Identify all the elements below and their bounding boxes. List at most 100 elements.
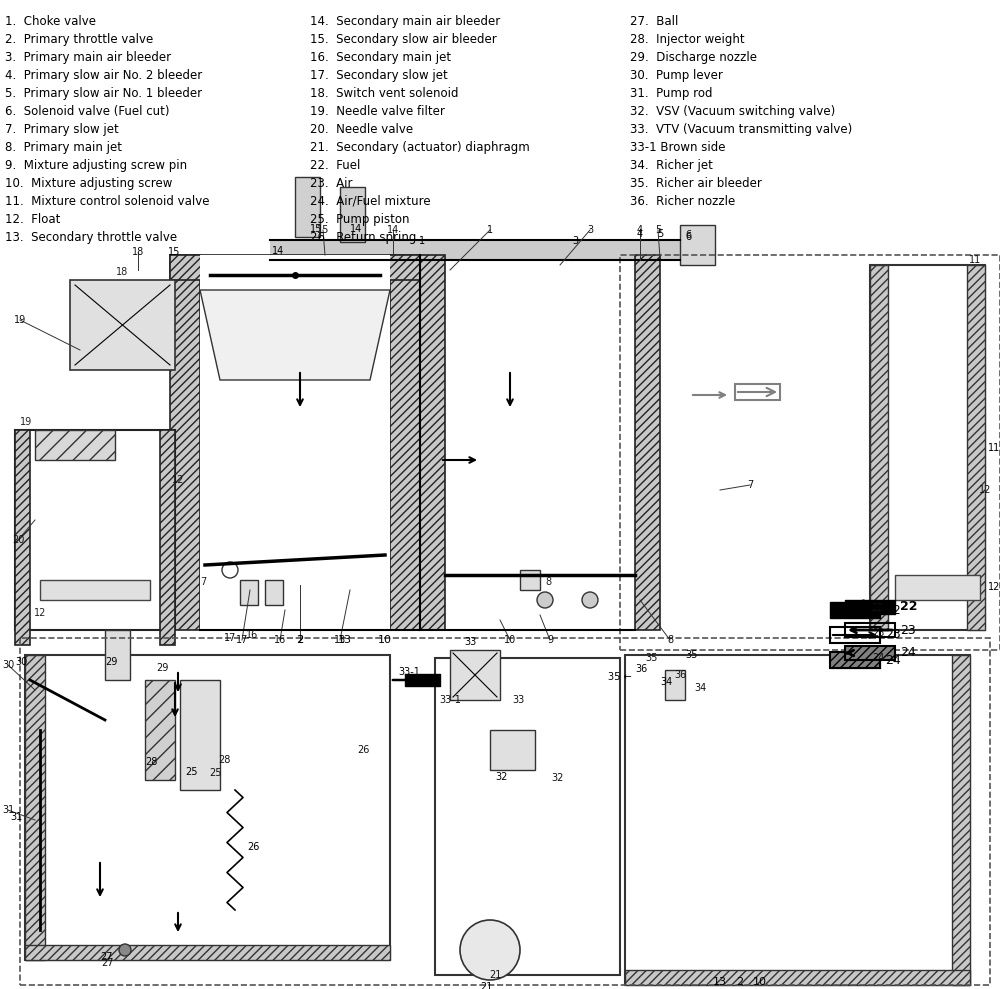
Text: 3: 3 [587, 225, 593, 235]
Text: 32.  VSV (Vacuum switching valve): 32. VSV (Vacuum switching valve) [630, 105, 835, 118]
Text: 23: 23 [900, 623, 916, 637]
Text: 3: 3 [572, 236, 578, 246]
Bar [830, 627, 880, 643]
Bar [845, 623, 895, 637]
Text: 2.  Primary throttle valve: 2. Primary throttle valve [5, 33, 153, 46]
Text: 22.  Fuel: 22. Fuel [310, 159, 360, 172]
Text: 20: 20 [12, 535, 24, 545]
Bar [680, 225, 715, 265]
Text: 30: 30 [15, 657, 27, 667]
Text: 2: 2 [297, 635, 303, 645]
Text: 11.  Mixture control solenoid valve: 11. Mixture control solenoid valve [5, 195, 210, 208]
Text: 33.  VTV (Vacuum transmitting valve): 33. VTV (Vacuum transmitting valve) [630, 123, 852, 136]
Text: 1.  Choke valve: 1. Choke valve [5, 15, 96, 28]
Text: 34: 34 [694, 683, 706, 693]
Bar [735, 384, 780, 400]
Text: 9: 9 [547, 635, 553, 645]
Bar [265, 580, 283, 605]
Text: 2: 2 [296, 635, 304, 645]
Text: 14: 14 [387, 225, 399, 235]
Text: 24: 24 [885, 654, 901, 667]
Bar [435, 658, 620, 975]
Bar [240, 580, 258, 605]
Text: 25: 25 [209, 768, 221, 778]
Text: 11: 11 [988, 443, 1000, 453]
Bar [450, 650, 500, 700]
Text: 27: 27 [100, 952, 112, 962]
Text: 28: 28 [145, 757, 157, 767]
Text: 14: 14 [350, 224, 362, 234]
Text: 6: 6 [685, 230, 691, 240]
Bar [490, 730, 535, 770]
Text: 4: 4 [637, 225, 643, 235]
Text: 12: 12 [34, 608, 46, 618]
Bar [25, 655, 45, 960]
Text: 2: 2 [736, 977, 744, 987]
Text: 31: 31 [10, 812, 22, 822]
Text: 7: 7 [200, 577, 206, 587]
Text: 24: 24 [900, 647, 916, 660]
Text: 33-1 Brown side: 33-1 Brown side [630, 141, 726, 154]
Text: 22: 22 [885, 603, 901, 616]
Text: 8.  Primary main jet: 8. Primary main jet [5, 141, 122, 154]
Bar [180, 680, 220, 790]
Bar [160, 430, 175, 645]
Text: 12: 12 [172, 475, 184, 485]
Text: 21: 21 [480, 982, 492, 989]
Bar [105, 630, 130, 680]
Bar [170, 255, 200, 630]
Text: 6: 6 [685, 232, 691, 242]
Text: 13: 13 [334, 635, 346, 645]
Text: 4.  Primary slow air No. 2 bleeder: 4. Primary slow air No. 2 bleeder [5, 69, 202, 82]
Text: 30.  Pump lever: 30. Pump lever [630, 69, 723, 82]
Text: 20.  Needle valve: 20. Needle valve [310, 123, 413, 136]
Text: 16.  Secondary main jet: 16. Secondary main jet [310, 51, 451, 64]
Text: 18: 18 [132, 247, 144, 257]
Bar [625, 655, 970, 985]
Bar [390, 255, 420, 630]
Text: 35: 35 [685, 650, 697, 660]
Text: 23.  Air: 23. Air [310, 177, 352, 190]
Text: 12.  Float: 12. Float [5, 213, 60, 226]
Text: 28: 28 [218, 755, 230, 765]
Text: 4: 4 [637, 229, 643, 239]
Text: 35.  Richer air bleeder: 35. Richer air bleeder [630, 177, 762, 190]
Text: 10: 10 [753, 977, 767, 987]
Circle shape [460, 920, 520, 980]
Text: 17: 17 [224, 633, 236, 643]
Bar [420, 255, 445, 630]
Text: 35: 35 [646, 653, 658, 663]
Text: 13.  Secondary throttle valve: 13. Secondary throttle valve [5, 231, 177, 244]
Bar [40, 580, 150, 600]
Text: 16: 16 [274, 635, 286, 645]
Text: 12: 12 [988, 582, 1000, 592]
Text: 23: 23 [872, 628, 884, 638]
Text: 27: 27 [101, 958, 113, 968]
Text: 29: 29 [105, 657, 117, 667]
Text: 3.  Primary main air bleeder: 3. Primary main air bleeder [5, 51, 171, 64]
Bar [895, 575, 980, 600]
Text: 23: 23 [885, 628, 901, 642]
Text: 33-1: 33-1 [439, 695, 461, 705]
Bar [70, 280, 175, 370]
Text: 19: 19 [20, 417, 32, 427]
Text: 31.  Pump rod: 31. Pump rod [630, 87, 712, 100]
Text: 16: 16 [246, 630, 258, 640]
Bar [870, 265, 888, 630]
Circle shape [582, 592, 598, 608]
Text: 12: 12 [979, 485, 991, 495]
Bar [15, 430, 175, 630]
Text: 5: 5 [657, 229, 663, 239]
Text: 13: 13 [713, 977, 727, 987]
Text: 22: 22 [900, 600, 918, 613]
Text: 34.  Richer jet: 34. Richer jet [630, 159, 713, 172]
Text: 19.  Needle valve filter: 19. Needle valve filter [310, 105, 445, 118]
Bar [967, 265, 985, 630]
Text: 35 ←: 35 ← [608, 672, 632, 682]
Text: 10.  Mixture adjusting screw: 10. Mixture adjusting screw [5, 177, 172, 190]
Text: 10: 10 [504, 635, 516, 645]
Bar [830, 652, 880, 668]
Bar [520, 570, 540, 590]
Text: 5: 5 [655, 225, 661, 235]
Circle shape [537, 592, 553, 608]
